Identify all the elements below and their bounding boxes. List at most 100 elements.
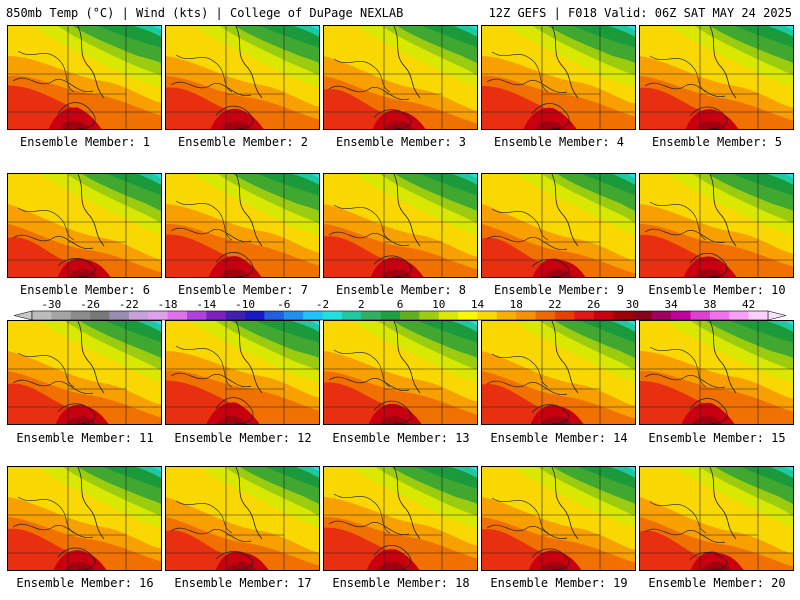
colorbar-tick-label: -2 [316,298,329,311]
ensemble-member-label: Ensemble Member: 13 [332,431,470,445]
colorbar-swatch [303,311,323,320]
colorbar-swatch [574,311,594,320]
ensemble-member-label: Ensemble Member: 17 [174,576,312,590]
colorbar-swatch [671,311,691,320]
colorbar-swatch [651,311,672,320]
colorbar-swatch [128,311,149,320]
ensemble-map-6 [7,173,162,278]
ensemble-map-5 [639,25,794,130]
ensemble-map-13 [323,320,478,425]
colorbar-swatch [729,311,749,320]
colorbar-tick-label: -30 [41,298,61,311]
ensemble-member-label: Ensemble Member: 2 [177,135,309,149]
ensemble-map-16 [7,466,162,571]
ensemble-map-19 [481,466,636,571]
colorbar-swatch [535,311,556,320]
colorbar-low-arrow [14,310,33,321]
colorbar-high-arrow [767,310,786,321]
colorbar-swatch [322,311,343,320]
colorbar-swatch [632,311,653,320]
colorbar-swatch [32,311,52,320]
ensemble-member-label: Ensemble Member: 14 [490,431,628,445]
colorbar-tick-label: 10 [432,298,445,311]
colorbar-tick-label: -18 [158,298,178,311]
ensemble-member-label: Ensemble Member: 3 [335,135,467,149]
colorbar-swatch [283,311,304,320]
colorbar-tick-label: -6 [277,298,290,311]
colorbar-tick-label: -26 [80,298,100,311]
colorbar-swatch [613,311,633,320]
colorbar-swatch [186,311,207,320]
ensemble-map-3 [323,25,478,130]
ensemble-member-label: Ensemble Member: 20 [648,576,786,590]
colorbar-swatch [90,311,110,320]
ensemble-map-10 [639,173,794,278]
colorbar-swatch [206,311,226,320]
colorbar-swatch [458,311,478,320]
ensemble-member-label: Ensemble Member: 18 [332,576,470,590]
colorbar-tick-label: -10 [235,298,255,311]
ensemble-member-label: Ensemble Member: 6 [19,283,151,297]
colorbar-tick-label: 2 [358,298,365,311]
colorbar-swatch [477,311,498,320]
colorbar-swatch [148,311,168,320]
ensemble-member-label: Ensemble Member: 12 [174,431,312,445]
ensemble-map-11 [7,320,162,425]
colorbar-swatch [361,311,381,320]
colorbar-tick-label: 38 [703,298,716,311]
ensemble-member-label: Ensemble Member: 9 [493,283,625,297]
ensemble-map-7 [165,173,320,278]
colorbar-swatch [380,311,401,320]
colorbar-swatch [419,311,440,320]
colorbar-swatch [438,311,459,320]
map-title: 850mb Temp (°C) | Wind (kts) | College o… [6,6,404,20]
ensemble-map-2 [165,25,320,130]
colorbar-tick-label: -14 [196,298,216,311]
temperature-colorbar: -30 -26 -22 -18 -14 -10 -6 -2 2 6 10 14 18 22 26 30 34 38… [14,298,786,321]
colorbar-swatch [70,311,91,320]
model-run-info: 12Z GEFS | F018 Valid: 06Z SAT MAY 24 20… [488,6,792,20]
colorbar-swatch [709,311,730,320]
ensemble-member-label: Ensemble Member: 11 [16,431,154,445]
colorbar-tick-label: 22 [548,298,561,311]
colorbar-swatch [167,311,188,320]
colorbar-swatch [593,311,614,320]
ensemble-member-label: Ensemble Member: 1 [19,135,151,149]
colorbar-swatch [496,311,517,320]
colorbar-tick-label: 34 [665,298,679,311]
colorbar-swatch [109,311,130,320]
ensemble-map-12 [165,320,320,425]
ensemble-map-4 [481,25,636,130]
colorbar-tick-label: -22 [119,298,139,311]
ensemble-member-label: Ensemble Member: 15 [648,431,786,445]
ensemble-member-label: Ensemble Member: 5 [651,135,783,149]
ensemble-map-20 [639,466,794,571]
colorbar-tick-label: 18 [510,298,523,311]
colorbar-swatch [245,311,265,320]
colorbar-tick-label: 42 [742,298,755,311]
colorbar-swatch [400,311,420,320]
ensemble-map-14 [481,320,636,425]
ensemble-member-label: Ensemble Member: 4 [493,135,625,149]
colorbar-swatch [51,311,72,320]
ensemble-map-1 [7,25,162,130]
colorbar-swatch [341,311,362,320]
ensemble-map-8 [323,173,478,278]
ensemble-member-label: Ensemble Member: 10 [648,283,786,297]
colorbar-swatch [554,311,575,320]
ensemble-map-17 [165,466,320,571]
colorbar-swatch [516,311,536,320]
ensemble-member-label: Ensemble Member: 19 [490,576,628,590]
colorbar-tick-label: 14 [471,298,485,311]
colorbar-tick-label: 30 [626,298,639,311]
colorbar-swatch [225,311,246,320]
ensemble-map-15 [639,320,794,425]
colorbar-swatch [690,311,711,320]
colorbar-tick-label: 26 [587,298,600,311]
ensemble-member-label: Ensemble Member: 16 [16,576,154,590]
ensemble-member-label: Ensemble Member: 8 [335,283,467,297]
ensemble-member-label: Ensemble Member: 7 [177,283,309,297]
ensemble-map-18 [323,466,478,571]
colorbar-swatch [264,311,285,320]
ensemble-map-9 [481,173,636,278]
